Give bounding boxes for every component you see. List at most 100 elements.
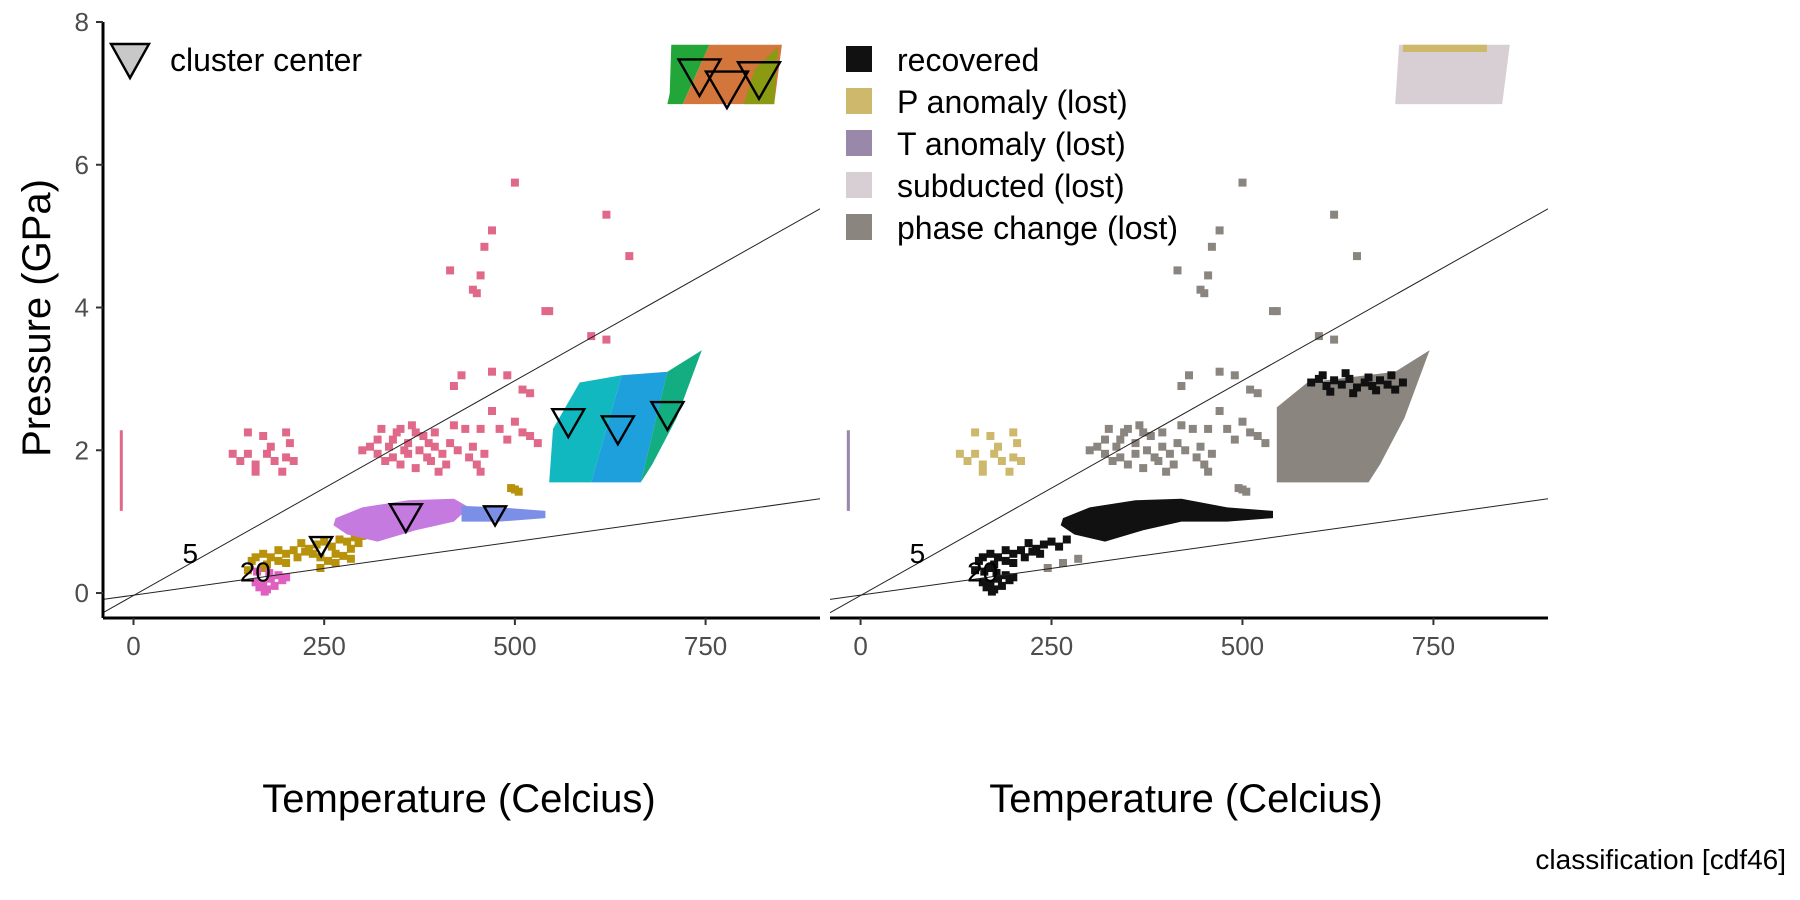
x-tick-label: 500	[1221, 631, 1264, 661]
data-point-p-anomaly-points-9	[978, 460, 987, 469]
legend-label: phase change (lost)	[897, 210, 1178, 246]
data-point-low-gold-30	[316, 564, 325, 572]
right-legend: recovered P anomaly (lost) T anomaly (lost…	[846, 42, 1178, 246]
data-point-p-anomaly-points-2	[1009, 428, 1018, 437]
data-point-outlier-pink-38	[270, 457, 279, 465]
data-point-recovered-points-20	[971, 566, 980, 575]
data-point-outlier-pink-4	[625, 252, 634, 261]
y-tick-label: 4	[75, 293, 89, 323]
data-point-phase-points-50	[1188, 424, 1197, 433]
legend-cluster-center-icon	[108, 42, 152, 81]
data-point-p-anomaly-points-5	[990, 449, 999, 458]
data-point-recovered-points-11	[1047, 537, 1056, 546]
data-point-outlier-pink-34	[243, 449, 252, 458]
data-point-low-gold-15	[350, 533, 359, 542]
data-point-phase-points-27	[1204, 467, 1213, 476]
data-point-recovered-points-25	[994, 574, 1002, 583]
legend-swatch	[846, 46, 872, 72]
data-point-phase-points-28	[1085, 446, 1094, 455]
data-point-outlier-pink-62	[453, 446, 462, 455]
data-point-recovered-points-17	[1028, 547, 1037, 556]
data-point-outlier-pink-49	[404, 439, 413, 448]
data-point-outlier-pink-26	[472, 460, 481, 469]
data-point-phase-points-5	[1173, 266, 1182, 275]
data-point-outlier-pink-25	[533, 439, 542, 448]
left-plot-area: 5 20	[103, 44, 820, 614]
data-point-recovered-points-36	[1330, 376, 1339, 385]
data-point-phase-points-1	[1330, 210, 1339, 219]
data-point-phase-points-19	[1215, 407, 1224, 415]
data-point-low-gold-33	[259, 564, 268, 572]
data-point-outlier-pink-65	[461, 424, 470, 433]
data-point-recovered-points-8	[1024, 539, 1033, 548]
cluster-region-subducted-region	[1395, 44, 1510, 105]
data-point-recovered-points-32	[987, 587, 996, 596]
data-point-phase-points-44	[1154, 457, 1163, 465]
cluster-region-phase-region	[1276, 350, 1430, 483]
data-point-p-anomaly-points-1	[986, 432, 995, 440]
data-point-low-gold-12	[327, 542, 336, 551]
data-point-magenta-4	[266, 574, 275, 583]
data-point-magenta-2	[259, 580, 268, 589]
data-point-phase-points-2	[1215, 226, 1224, 235]
data-point-recovered-points-42	[1376, 376, 1384, 385]
data-point-magenta-10	[253, 567, 262, 576]
data-point-phase-points-26	[1200, 460, 1209, 469]
left-legend: cluster center	[108, 42, 362, 81]
data-point-outlier-pink-44	[373, 449, 382, 458]
data-point-low-gold-5	[274, 556, 283, 565]
data-point-magenta-8	[282, 573, 291, 582]
data-point-outlier-pink-61	[446, 439, 455, 448]
data-point-phase-points-35	[1143, 446, 1151, 455]
data-point-outlier-pink-35	[228, 449, 237, 458]
data-point-outlier-pink-27	[476, 467, 485, 476]
data-point-phase-points-67	[1074, 554, 1083, 563]
data-point-outlier-pink-60	[438, 449, 447, 458]
data-point-recovered-points-30	[992, 569, 1001, 577]
data-point-outlier-pink-28	[243, 428, 252, 437]
data-point-recovered-points-43	[1383, 380, 1392, 389]
data-point-recovered-points-41	[1368, 382, 1377, 390]
data-point-p-anomaly-points-13	[1005, 467, 1014, 476]
data-point-outlier-pink-2	[488, 226, 496, 235]
cluster-center-marker	[550, 408, 587, 440]
data-point-outlier-pink-77	[400, 446, 409, 455]
data-point-recovered-points-23	[986, 580, 995, 589]
data-point-low-gold-1	[251, 553, 260, 562]
data-point-outlier-pink-45	[373, 435, 382, 444]
data-point-low-gold-24	[316, 553, 325, 562]
data-point-outlier-pink-52	[430, 442, 439, 451]
data-point-phase-points-22	[1246, 428, 1255, 437]
reference-line-label-5: 5	[910, 538, 926, 569]
data-point-phase-points-59	[1116, 435, 1125, 444]
data-point-recovered-points-1	[978, 553, 987, 562]
data-point-outlier-pink-24	[526, 432, 535, 440]
data-point-phase-points-51	[1177, 421, 1186, 430]
y-tick-label: 6	[75, 150, 89, 180]
data-point-recovered-points-6	[1009, 549, 1018, 558]
cluster-region-blue-purple	[461, 505, 546, 522]
data-point-phase-points-25	[1261, 439, 1270, 448]
data-point-low-gold-2	[259, 549, 268, 558]
right-panel: 5 20 0 250 500 750 recovered P anomaly (lost)…	[830, 42, 1548, 661]
reference-line-label-20: 20	[967, 557, 998, 588]
data-point-phase-points-4	[1353, 252, 1361, 261]
data-point-outlier-pink-31	[285, 439, 294, 448]
data-point-phase-points-31	[1112, 442, 1121, 451]
data-point-outlier-pink-67	[476, 424, 485, 433]
data-point-outlier-pink-6	[476, 271, 485, 280]
data-point-p-anomaly-points-11	[1009, 453, 1018, 462]
data-point-low-gold-27	[339, 551, 348, 560]
data-point-recovered-points-12	[1055, 542, 1064, 551]
right-axes: 0 250 500 750	[830, 616, 1548, 661]
data-point-phase-points-52	[1204, 424, 1213, 433]
data-point-phase-points-55	[1162, 467, 1171, 476]
data-point-recovered-points-29	[1009, 573, 1018, 582]
data-point-outlier-pink-78	[424, 439, 433, 448]
data-point-phase-points-14	[1215, 367, 1224, 376]
data-point-recovered-points-45	[1398, 378, 1407, 387]
data-point-magenta-11	[260, 587, 269, 596]
data-point-phase-points-58	[1139, 428, 1148, 437]
reference-line-5	[103, 208, 820, 614]
data-point-low-gold-10	[312, 540, 321, 549]
